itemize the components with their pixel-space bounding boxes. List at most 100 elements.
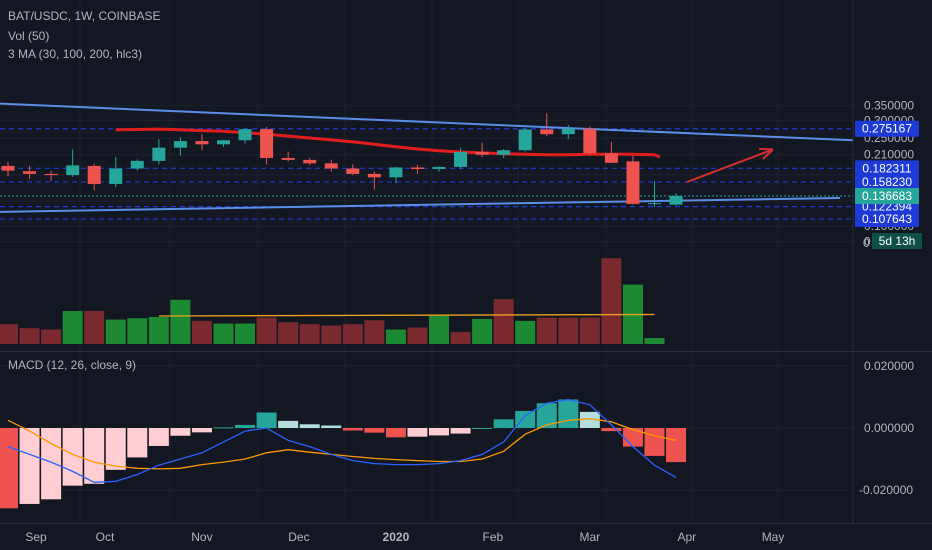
time-axis-label: Sep (25, 530, 47, 544)
price-tick-label: 0.350000 (864, 99, 914, 113)
volume-bar (558, 317, 579, 344)
volume-bar (536, 317, 557, 344)
macd-histogram-bar (407, 428, 428, 437)
candle (518, 128, 532, 152)
macd-histogram-bar (364, 428, 385, 433)
level-price-badge-bg (855, 160, 919, 177)
volume-bar (191, 320, 212, 344)
volume-bar (278, 322, 299, 344)
volume-bar (407, 327, 428, 344)
volume-legend[interactable]: Vol (50) (8, 29, 50, 43)
candle (410, 164, 424, 174)
candle (23, 165, 37, 180)
volume-bar (515, 320, 536, 344)
macd-histogram-bar (644, 428, 665, 456)
last-price-badge: 0.136683 (862, 189, 912, 203)
macd-legend[interactable]: MACD (12, 26, close, 9) (8, 358, 137, 372)
macd-histogram-bar (493, 419, 514, 428)
level-price-badge-bg (855, 120, 919, 137)
volume-bar (0, 324, 18, 344)
macd-histogram-bar (148, 428, 169, 446)
candle (1, 161, 15, 177)
volume-bar (601, 258, 622, 344)
candle-body (152, 147, 166, 161)
candle-body (238, 129, 252, 141)
candle-body (561, 128, 575, 135)
macd-histogram-bar (558, 399, 579, 428)
volume-bar (450, 332, 471, 344)
candle-body (454, 152, 468, 167)
candle-body (367, 173, 381, 178)
candle-body (626, 161, 640, 204)
candle-body (281, 157, 295, 160)
candle-body (217, 140, 230, 145)
macd-signal-line (7, 418, 677, 470)
level-price-badge: 0.275167 (862, 122, 912, 136)
macd-tick-label: -0.020000 (859, 483, 913, 497)
trendline-lower (0, 196, 841, 213)
macd-histogram-bar (342, 428, 363, 431)
candle (367, 171, 381, 190)
ma-30-line (115, 127, 661, 159)
volume-bar (299, 324, 320, 344)
volume-bar (364, 320, 385, 344)
pane-separator-macd[interactable] (0, 351, 932, 352)
candle (87, 163, 101, 191)
candle-body (432, 166, 446, 170)
volume-bar (472, 318, 493, 344)
volume-ma-line (158, 313, 655, 317)
candle (130, 159, 144, 171)
time-axis-label: 2020 (383, 530, 410, 544)
time-axis-label: Mar (580, 530, 601, 544)
candle (389, 166, 403, 184)
macd-histogram-bar (666, 428, 687, 463)
forecast-arrow-head (758, 147, 774, 160)
level-price-badge-bg (855, 211, 919, 228)
candle (669, 193, 683, 206)
volume-bar (342, 324, 363, 344)
macd-histogram-bar (429, 428, 449, 436)
candle-body (130, 160, 144, 169)
volume-bar (105, 319, 126, 344)
candle (238, 128, 252, 144)
volume-bar (385, 329, 406, 344)
macd-histogram-bar (278, 420, 299, 428)
macd-histogram-bar (385, 428, 406, 438)
candle (66, 149, 80, 177)
volume-bar (429, 314, 449, 344)
symbol-legend[interactable]: BAT/USDC, 1W, COINBASE (8, 9, 161, 23)
macd-histogram-bar (579, 411, 600, 428)
volume-bar (84, 311, 105, 344)
candle-body (23, 171, 37, 174)
candle-body (346, 168, 360, 174)
macd-line (7, 398, 677, 483)
candle-body (1, 165, 15, 171)
candle-body (389, 167, 403, 178)
ma-legend[interactable]: 3 MA (30, 100, 200, hlc3) (8, 47, 143, 61)
candle (217, 139, 230, 147)
macd-histogram-bar (622, 428, 643, 447)
candle (648, 180, 661, 207)
candle (583, 126, 597, 156)
price-tick-label: 0.210000 (864, 148, 914, 162)
candle (540, 113, 554, 137)
candle-body (87, 165, 101, 184)
volume-bar (644, 338, 665, 344)
macd-histogram-bar (191, 428, 212, 433)
time-axis-label: May (762, 530, 785, 544)
volume-bar (170, 299, 191, 344)
macd-tick-label: 0.000000 (864, 421, 914, 435)
time-axis-label: Oct (96, 530, 115, 544)
candle (346, 164, 360, 176)
candle (303, 157, 317, 166)
macd-histogram-bar (450, 428, 471, 434)
last-price-badge-bg (855, 188, 919, 205)
macd-histogram-bar (170, 428, 191, 436)
candle-body (66, 165, 80, 176)
volume-bar (493, 299, 514, 344)
candle (195, 134, 209, 151)
candle-body (604, 153, 618, 163)
macd-histogram-bar (321, 425, 342, 428)
candle (109, 157, 123, 188)
